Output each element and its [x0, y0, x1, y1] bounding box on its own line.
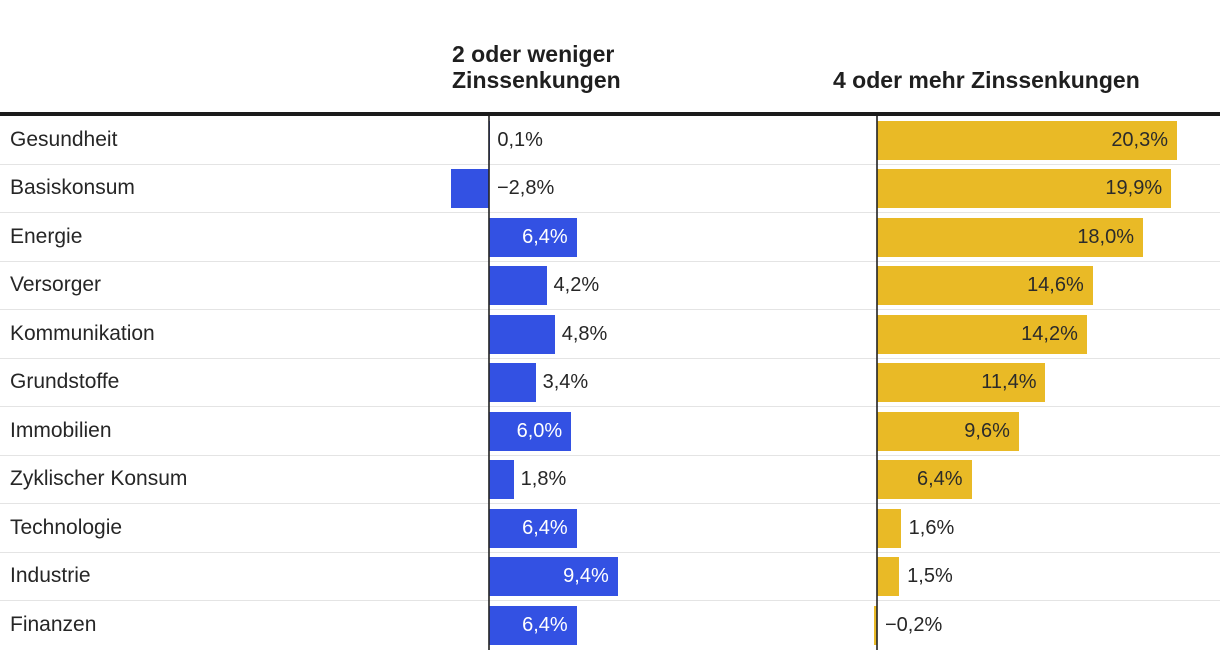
category-label: Versorger	[10, 273, 102, 297]
bar-value-label: 0,1%	[497, 128, 543, 151]
bar-left-series	[489, 557, 618, 596]
bar-value-label: 18,0%	[1077, 225, 1135, 248]
bar-value-label: 1,6%	[908, 516, 955, 539]
bar-left-series	[489, 411, 572, 451]
bar-value-label: 6,4%	[522, 613, 568, 636]
bar-value-label: 20,3%	[1111, 128, 1169, 151]
category-label: Energie	[10, 224, 83, 248]
bar-right-series	[877, 411, 1019, 451]
bar-value-label: 4,8%	[561, 322, 608, 345]
table-row: Energie 6,4% 18,0%	[0, 213, 1220, 262]
bar-value-label: 14,2%	[1021, 322, 1078, 345]
right-column-header: 4 oder mehr Zinssenkungen	[833, 67, 1140, 93]
bar-value-label: −2,8%	[497, 177, 555, 199]
bar-right-series	[877, 169, 1172, 208]
bar-value-label: 11,4%	[981, 371, 1037, 393]
bar-left-series	[489, 508, 577, 548]
table-row: Grundstoffe 3,4% 11,4%	[0, 359, 1220, 407]
bar-value-label: 19,9%	[1105, 177, 1163, 199]
table-row: Gesundheit 0,1% 20,3%	[0, 116, 1220, 165]
table-row: Kommunikation 4,8% 14,2%	[0, 310, 1220, 359]
bar-value-label: 6,0%	[516, 419, 563, 442]
bar-value-label: 6,4%	[916, 468, 963, 490]
bar-value-label: 9,4%	[563, 565, 609, 587]
table-top-border	[0, 112, 1220, 116]
table-row: Technologie 6,4% 1,6%	[0, 504, 1220, 553]
left-zero-axis-line	[488, 116, 490, 650]
bar-value-label: 1,8%	[520, 468, 567, 490]
bar-right-series	[877, 460, 972, 499]
table-row: Finanzen 6,4% −0,2%	[0, 601, 1220, 650]
bar-value-label: 9,6%	[964, 419, 1010, 442]
left-column-header: 2 oder weniger Zinssenkungen	[452, 41, 621, 93]
bar-rows-container: Gesundheit 0,1% 20,3% Basiskonsum −2,8% 19,9%…	[0, 116, 1220, 650]
bar-right-series	[874, 605, 877, 645]
bar-right-series	[877, 266, 1093, 305]
bar-right-series	[877, 217, 1144, 257]
bar-right-series	[877, 314, 1087, 354]
bar-right-series	[877, 557, 900, 596]
bar-right-series	[877, 120, 1178, 160]
category-label: Basiskonsum	[10, 176, 135, 200]
category-label: Technologie	[10, 515, 123, 539]
bar-left-series	[489, 314, 555, 354]
bar-value-label: 4,2%	[553, 274, 600, 296]
bar-value-label: −0,2%	[885, 613, 943, 636]
bar-left-series	[489, 217, 577, 257]
category-label: Immobilien	[10, 418, 112, 442]
right-zero-axis-line	[876, 116, 878, 650]
bar-value-label: 1,5%	[907, 565, 953, 587]
bar-left-series	[489, 605, 577, 645]
table-row: Industrie 9,4% 1,5%	[0, 553, 1220, 601]
bar-value-label: 6,4%	[522, 225, 568, 248]
bar-left-series	[489, 460, 514, 499]
table-row: Versorger 4,2% 14,6%	[0, 262, 1220, 310]
category-label: Kommunikation	[10, 321, 155, 345]
table-row: Zyklischer Konsum 1,8% 6,4%	[0, 456, 1220, 504]
bar-left-series	[489, 266, 547, 305]
bar-right-series	[877, 363, 1046, 402]
category-label: Gesundheit	[10, 127, 118, 151]
bar-value-label: 6,4%	[522, 516, 568, 539]
table-row: Immobilien 6,0% 9,6%	[0, 407, 1220, 456]
category-label: Grundstoffe	[10, 370, 120, 394]
category-label: Zyklischer Konsum	[10, 467, 188, 491]
bar-right-series	[877, 508, 901, 548]
bar-value-label: 3,4%	[542, 371, 589, 393]
category-label: Industrie	[10, 564, 91, 588]
bar-left-series	[450, 169, 489, 208]
bar-left-series	[489, 363, 536, 402]
bar-value-label: 14,6%	[1027, 274, 1084, 296]
table-row: Basiskonsum −2,8% 19,9%	[0, 165, 1220, 213]
category-label: Finanzen	[10, 613, 97, 637]
